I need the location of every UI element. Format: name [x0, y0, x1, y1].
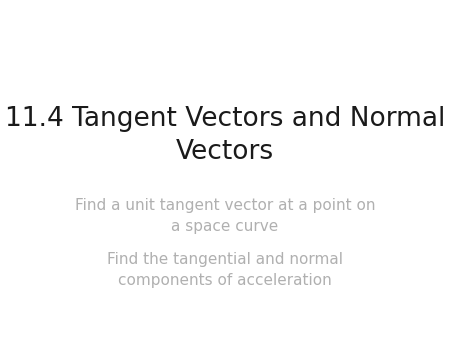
Text: Find the tangential and normal
components of acceleration: Find the tangential and normal component… [107, 252, 343, 288]
Text: Find a unit tangent vector at a point on
a space curve: Find a unit tangent vector at a point on… [75, 198, 375, 234]
Text: 11.4 Tangent Vectors and Normal
Vectors: 11.4 Tangent Vectors and Normal Vectors [5, 106, 445, 165]
